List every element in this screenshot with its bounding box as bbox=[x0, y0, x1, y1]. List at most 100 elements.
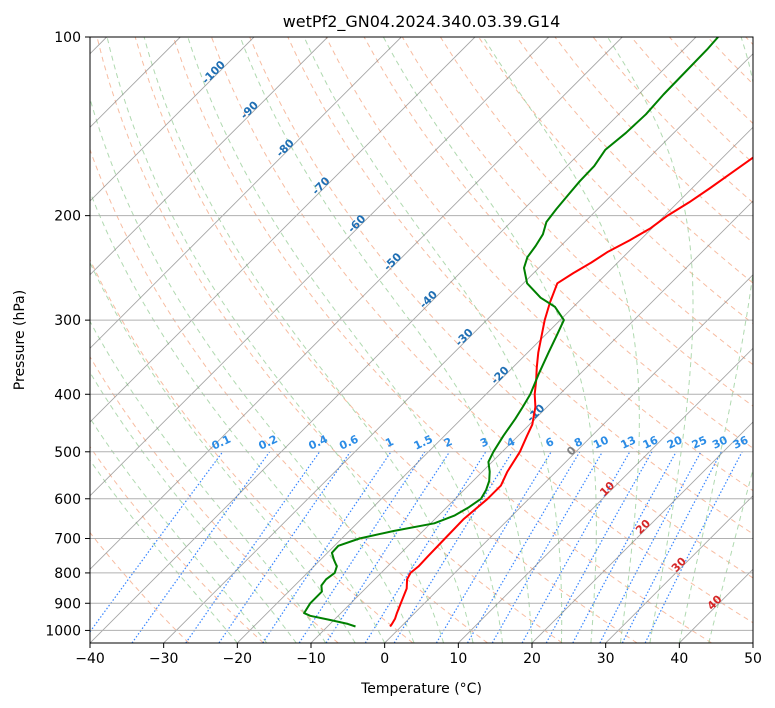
mixing-ratio-label: 0.1 bbox=[210, 433, 233, 453]
dry-adiabat bbox=[211, 37, 753, 624]
isotherm-label: -40 bbox=[417, 288, 440, 311]
isotherm-line bbox=[384, 274, 753, 643]
mixing-ratio-line bbox=[466, 451, 581, 643]
x-tick-label: 10 bbox=[449, 651, 467, 667]
mixing-ratio-line bbox=[435, 451, 552, 643]
moist-adiabat bbox=[607, 37, 694, 643]
mixing-ratio-line bbox=[621, 451, 722, 643]
line-labels: 0.1 0.2 0.4 0.6 1 1.5 2 3 4 6 8 10 13 16 20 25 30 36-100-… bbox=[199, 58, 750, 613]
y-tick-label: 900 bbox=[54, 596, 81, 612]
moist-adiabat bbox=[90, 417, 268, 643]
mixing-ratio-line bbox=[599, 451, 702, 643]
moist-adiabat bbox=[90, 96, 415, 643]
dry-adiabat bbox=[707, 37, 753, 85]
x-tick-label: 0 bbox=[380, 651, 389, 667]
mixing-ratio-label: 30 bbox=[710, 433, 730, 451]
isotherm-line bbox=[457, 347, 753, 643]
y-tick-label: 800 bbox=[54, 566, 81, 582]
x-axis-label: Temperature (°C) bbox=[360, 681, 482, 697]
moist-adiabat bbox=[90, 459, 238, 643]
isotherm-label: 30 bbox=[669, 555, 689, 575]
mixing-ratio-line bbox=[185, 451, 321, 643]
mixing-ratio-label: 20 bbox=[665, 433, 685, 451]
y-tick-label: 700 bbox=[54, 532, 81, 548]
x-tick-label: −30 bbox=[149, 651, 179, 667]
isotherm-line bbox=[310, 200, 753, 643]
moist-adiabat bbox=[678, 37, 753, 643]
dry-adiabat bbox=[554, 37, 753, 244]
moist-adiabat bbox=[708, 467, 753, 643]
moist-adiabat bbox=[90, 371, 297, 643]
isotherm-label: 40 bbox=[705, 592, 725, 612]
moist-adiabat bbox=[187, 37, 503, 643]
dry-adiabat bbox=[134, 37, 638, 643]
isotherm-line bbox=[678, 568, 753, 643]
dry-adiabat bbox=[90, 445, 264, 643]
plot-frame bbox=[89, 36, 754, 644]
isotherm-label: -100 bbox=[199, 58, 228, 87]
dry-adiabat bbox=[439, 37, 753, 366]
mixing-ratio-line bbox=[644, 451, 743, 643]
mixing-ratio-line bbox=[521, 451, 631, 643]
mixing-ratio-label: 36 bbox=[731, 433, 751, 451]
moist-adiabat bbox=[482, 37, 640, 643]
x-tick-label: −20 bbox=[223, 651, 253, 667]
chart-title: wetPf2_GN04.2024.340.03.39.G14 bbox=[283, 12, 561, 32]
mixing-ratio-label: 6 bbox=[544, 435, 557, 450]
isotherm-label: 10 bbox=[597, 479, 617, 499]
isotherm-line bbox=[163, 53, 753, 643]
background-lines bbox=[90, 37, 753, 643]
temperature-line bbox=[389, 156, 753, 628]
y-tick-label: 300 bbox=[54, 313, 81, 329]
mixing-ratio-label: 10 bbox=[591, 433, 611, 451]
mixing-ratio-label: 25 bbox=[690, 434, 709, 452]
mixing-ratio-line bbox=[572, 451, 677, 643]
moist-adiabat bbox=[143, 37, 474, 643]
profile-lines bbox=[303, 37, 753, 628]
dry-adiabat bbox=[90, 258, 414, 643]
mixing-ratio-label: 1 bbox=[383, 435, 395, 450]
isotherm-line bbox=[90, 37, 476, 423]
x-tick-label: −40 bbox=[75, 651, 105, 667]
isotherm-line bbox=[236, 126, 753, 643]
isotherm-label: -80 bbox=[274, 136, 297, 159]
isotherm-line bbox=[90, 37, 550, 497]
mixing-ratio-line bbox=[393, 451, 513, 643]
isotherm-line bbox=[90, 37, 255, 202]
x-tick-label: 50 bbox=[744, 651, 762, 667]
mixing-ratio-line bbox=[325, 451, 451, 643]
mixing-ratio-line bbox=[298, 451, 426, 643]
isotherm-line bbox=[605, 495, 753, 643]
isotherm-line bbox=[90, 37, 402, 349]
moist-adiabat bbox=[90, 261, 356, 643]
isotherm-line bbox=[90, 37, 697, 643]
mixing-ratio-label: 13 bbox=[619, 434, 638, 452]
mixing-ratio-label: 0.4 bbox=[307, 432, 330, 452]
dry-adiabat bbox=[172, 37, 712, 643]
moist-adiabat bbox=[382, 37, 597, 643]
dry-adiabat bbox=[90, 531, 190, 643]
moist-adiabat bbox=[106, 37, 445, 643]
mixing-ratio-line bbox=[364, 451, 487, 643]
moist-adiabat bbox=[239, 37, 533, 643]
moist-adiabat bbox=[303, 37, 563, 643]
dry-adiabat bbox=[516, 37, 753, 284]
dry-adiabat bbox=[745, 37, 753, 46]
y-tick-label: 100 bbox=[54, 30, 81, 46]
isotherm-label: -50 bbox=[381, 250, 404, 273]
y-tick-label: 400 bbox=[54, 387, 81, 403]
dry-adiabat bbox=[478, 37, 753, 325]
x-tick-label: −10 bbox=[296, 651, 326, 667]
isotherm-label: 20 bbox=[633, 517, 653, 537]
isotherm-label: -20 bbox=[488, 364, 511, 387]
mixing-ratio-label: 3 bbox=[478, 435, 490, 450]
mixing-ratio-label: 16 bbox=[641, 433, 661, 451]
mixing-ratio-label: 1.5 bbox=[412, 433, 435, 453]
dry-adiabat bbox=[90, 355, 339, 643]
isotherm-label: -30 bbox=[453, 326, 476, 349]
moist-adiabat bbox=[90, 190, 386, 643]
isotherm-line bbox=[90, 37, 623, 570]
dewpoint-line bbox=[303, 37, 719, 628]
y-tick-label: 200 bbox=[54, 209, 81, 225]
